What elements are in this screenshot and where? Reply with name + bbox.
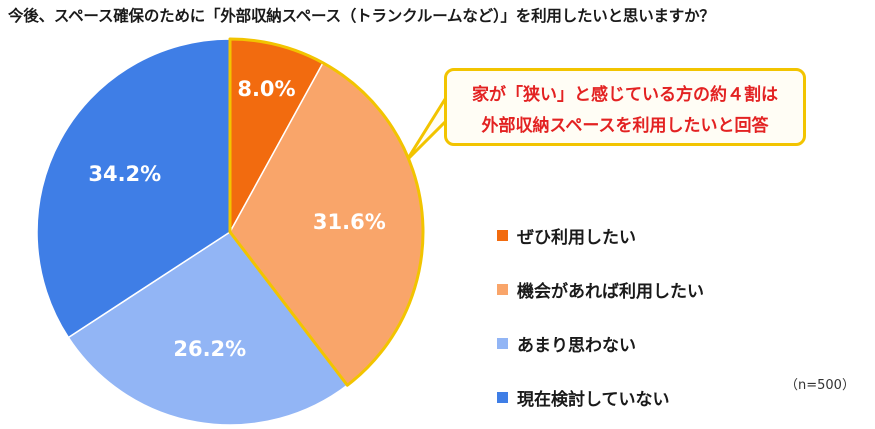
callout-pointer bbox=[405, 94, 449, 162]
pie-slice-amari bbox=[67, 230, 349, 426]
sample-size-note: （n=500） bbox=[785, 378, 855, 393]
legend-item-zehi: ぜひ利用したい bbox=[497, 208, 704, 262]
chart-title: 今後、スペース確保のために「外部収納スペース（トランクルームなど）」を利用したい… bbox=[8, 7, 715, 25]
legend-item-kikai: 機会があれば利用したい bbox=[497, 262, 704, 316]
legend-label: 現在検討していない bbox=[517, 389, 670, 410]
pie-slice-kentou bbox=[36, 38, 231, 339]
callout-box: 家が「狭い」と感じている方の約４割は 外部収納スペースを利用したいと回答 bbox=[444, 68, 806, 146]
callout-line-1: 家が「狭い」と感じている方の約４割は bbox=[472, 85, 778, 105]
data-label-zehi: 8.0% bbox=[237, 77, 295, 101]
data-label-kentou: 34.2% bbox=[88, 162, 161, 186]
legend-label: ぜひ利用したい bbox=[517, 227, 636, 248]
legend-swatch bbox=[497, 337, 508, 349]
legend-swatch bbox=[497, 283, 508, 295]
data-label-kikai: 31.6% bbox=[313, 210, 386, 234]
legend-label: 機会があれば利用したい bbox=[517, 281, 704, 302]
legend-item-kentou: 現在検討していない bbox=[497, 370, 704, 424]
callout-line-2: 外部収納スペースを利用したいと回答 bbox=[481, 116, 769, 136]
highlight-outline bbox=[228, 37, 425, 387]
legend-swatch bbox=[497, 229, 508, 241]
legend-label: あまり思わない bbox=[517, 335, 636, 356]
legend-item-amari: あまり思わない bbox=[497, 316, 704, 370]
legend: ぜひ利用したい機会があれば利用したい あまり思わない現在検討していない bbox=[497, 208, 704, 424]
data-label-amari: 26.2% bbox=[173, 337, 246, 361]
legend-swatch bbox=[497, 391, 508, 403]
